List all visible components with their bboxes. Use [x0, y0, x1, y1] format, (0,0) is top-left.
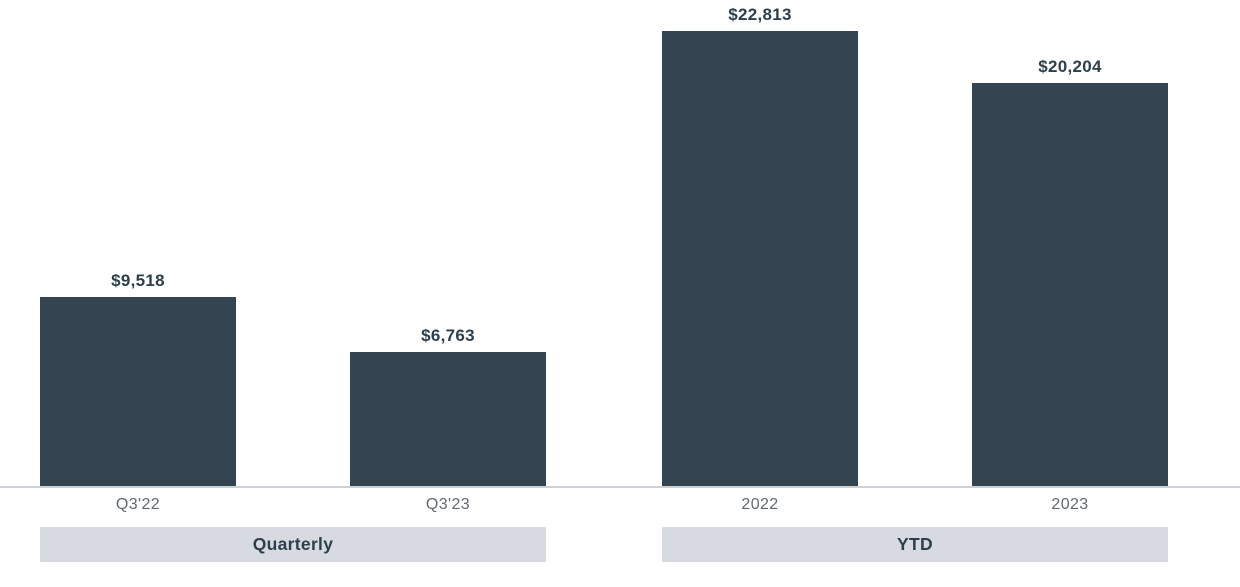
x-tick-label: 2022: [741, 496, 779, 513]
group-band-quarterly: Quarterly: [40, 527, 546, 562]
bar-value-label: $6,763: [421, 326, 475, 345]
bar-value-label: $9,518: [111, 271, 165, 290]
x-tick-label: 2023: [1051, 496, 1089, 513]
group-band-ytd: YTD: [662, 527, 1168, 562]
x-axis-line: [0, 486, 1240, 488]
bar-2022: [662, 31, 858, 487]
bar-q3-22: [40, 297, 236, 487]
x-axis-ticks: Q3'22 Q3'23 2022 2023: [0, 492, 1240, 518]
bar-value-label: $22,813: [728, 5, 792, 24]
bar-q3-23: [350, 352, 546, 487]
x-tick-label: Q3'22: [115, 496, 161, 513]
plot-area: $9,518 $6,763 $22,813 $20,204: [40, 5, 1168, 487]
x-tick-label: Q3'23: [425, 496, 471, 513]
bar-2023: [972, 83, 1168, 487]
group-label-quarterly: Quarterly: [252, 534, 334, 554]
group-label-ytd: YTD: [897, 534, 933, 554]
bar-value-label: $20,204: [1038, 57, 1102, 76]
